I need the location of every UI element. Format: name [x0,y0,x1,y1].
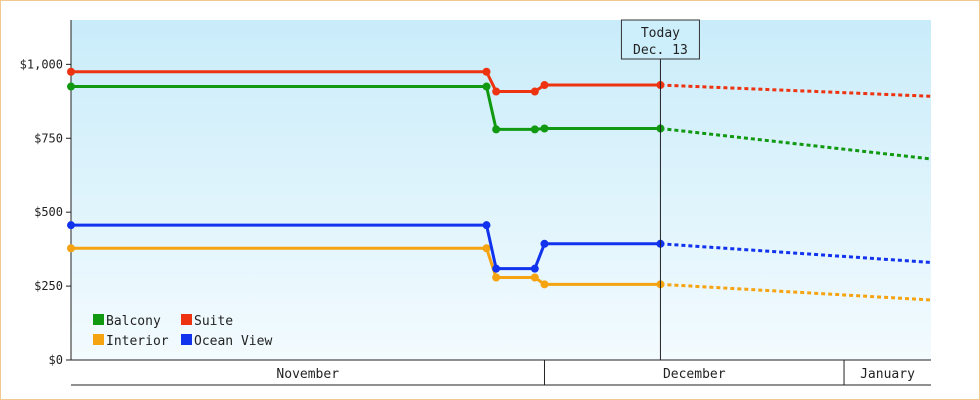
today-date: Dec. 13 [633,43,688,58]
legend-label-ocean-view: Ocean View [194,334,272,349]
legend: Balcony Suite Interior Ocean View [93,314,272,349]
data-point-balcony [67,82,75,91]
data-point-ocean-view [492,264,501,273]
data-point-interior [530,273,539,282]
data-point-suite [482,67,491,76]
data-point-suite [67,67,75,76]
data-point-ocean-view [67,221,75,230]
data-point-interior [67,244,75,253]
data-point-interior [540,280,549,289]
data-point-ocean-view [530,264,539,273]
y-tick-label: $750 [34,131,63,145]
forecast-line-balcony [660,127,932,161]
series-line-ocean-view [71,223,661,271]
data-point-interior [482,244,491,253]
data-point-suite [540,81,549,90]
month-axis: November December January [71,359,931,386]
legend-label-suite: Suite [194,314,233,329]
y-tick-label: $250 [34,279,63,293]
today-box [620,19,700,60]
legend-label-interior: Interior [106,334,169,349]
forecast-line-ocean-view [660,242,932,264]
legend-swatch-suite [181,314,192,325]
series-line-interior [71,246,661,286]
today-label: Today [641,26,680,41]
legend-label-balcony: Balcony [106,314,161,329]
forecast-line-suite [660,83,932,98]
data-point-balcony [482,82,491,91]
y-tick-label: $0 [49,353,63,367]
data-point-suite [530,87,539,96]
series-line-suite [71,70,661,94]
month-label: December [663,367,726,382]
forecast-line-interior [660,282,932,302]
series-line-balcony [71,85,661,131]
data-point-interior [492,273,501,282]
plot-area [71,20,931,360]
data-point-ocean-view [540,239,549,248]
data-point-suite [492,87,501,96]
data-point-balcony [540,124,549,133]
legend-swatch-interior [93,334,104,345]
y-axis: $0 $250 $500 $750 $1,000 [20,20,72,367]
legend-swatch-balcony [93,314,104,325]
data-point-ocean-view [482,221,491,230]
y-tick-label: $500 [34,205,63,219]
today-marker: Today Dec. 13 [620,19,700,360]
series-lines [67,67,932,302]
y-tick-label: $1,000 [20,57,63,71]
data-point-balcony [492,125,501,134]
month-label: January [860,367,915,382]
data-point-balcony [530,125,539,134]
month-label: November [276,367,339,382]
legend-swatch-ocean-view [181,334,192,345]
